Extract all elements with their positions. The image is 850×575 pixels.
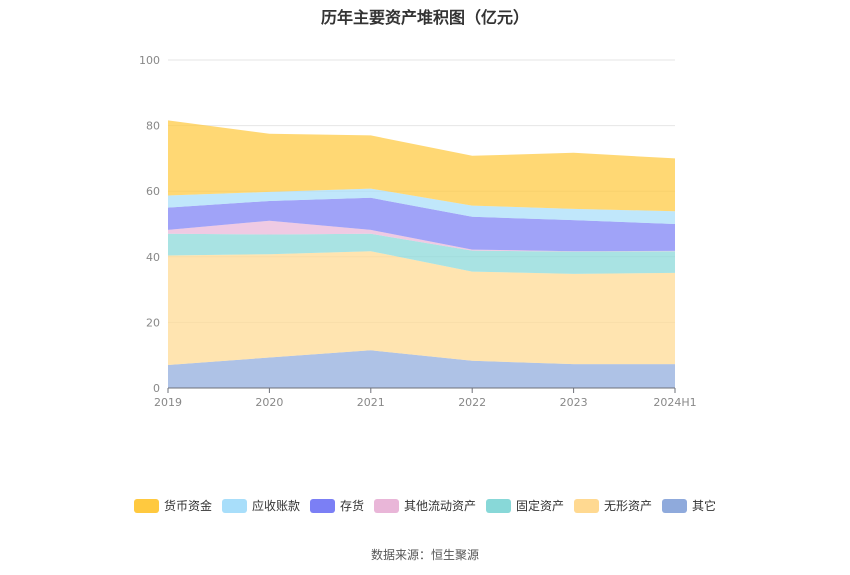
area-series — [168, 120, 675, 388]
y-tick-label: 80 — [146, 120, 160, 133]
area-series-5 — [168, 197, 675, 252]
area-series-7 — [168, 120, 675, 212]
area-series-4 — [168, 220, 675, 252]
legend: 货币资金 应收账款 存货 其他流动资产 固定资产 无形资产 其它 — [0, 497, 850, 514]
legend-swatch — [221, 498, 247, 513]
legend-item[interactable]: 其他流动资产 — [373, 497, 476, 514]
legend-label: 应收账款 — [251, 499, 300, 513]
area-series-3 — [168, 233, 675, 274]
y-tick-label: 60 — [146, 185, 160, 198]
x-tick-label: 2020 — [255, 396, 283, 409]
legend-swatch — [133, 498, 159, 513]
legend-swatch — [486, 498, 511, 513]
legend-swatch — [309, 498, 335, 513]
x-tick-label: 2024H1 — [653, 396, 696, 409]
legend-item[interactable]: 其它 — [662, 497, 716, 514]
legend-item[interactable]: 应收账款 — [221, 497, 300, 514]
x-tick-label: 2019 — [154, 396, 182, 409]
x-tick-label: 2021 — [357, 396, 385, 409]
stacked-area-chart: 0 20 40 60 80 100 2019 2020 2021 2022 2023 2024H1 — [139, 54, 697, 409]
y-tick-label: 20 — [146, 316, 160, 329]
legend-swatch — [662, 498, 688, 513]
chart-title: 历年主要资产堆积图（亿元） — [320, 8, 529, 27]
legend-label: 货币资金 — [163, 499, 212, 513]
legend-label: 存货 — [339, 499, 364, 513]
y-tick-label: 40 — [146, 251, 160, 264]
area-series-6 — [168, 188, 675, 224]
area-series-1 — [168, 350, 675, 388]
legend-item[interactable]: 货币资金 — [133, 497, 212, 514]
y-tick-label: 100 — [139, 54, 160, 67]
legend-label: 其他流动资产 — [403, 499, 476, 513]
legend-item[interactable]: 无形资产 — [574, 497, 652, 514]
source-note: 数据来源：恒生聚源 — [370, 548, 479, 562]
legend-label: 无形资产 — [604, 499, 653, 513]
legend-label: 其它 — [692, 499, 717, 513]
area-series-2 — [168, 251, 675, 365]
axes: 0 20 40 60 80 100 2019 2020 2021 2022 2023 2024H1 — [139, 54, 697, 409]
legend-label: 固定资产 — [516, 499, 565, 513]
legend-swatch — [373, 498, 399, 513]
legend-swatch — [574, 498, 600, 513]
y-tick-label: 0 — [153, 382, 160, 395]
x-tick-label: 2022 — [458, 396, 486, 409]
legend-item[interactable]: 固定资产 — [486, 497, 564, 514]
legend-item[interactable]: 存货 — [309, 497, 364, 514]
x-tick-label: 2023 — [560, 396, 588, 409]
